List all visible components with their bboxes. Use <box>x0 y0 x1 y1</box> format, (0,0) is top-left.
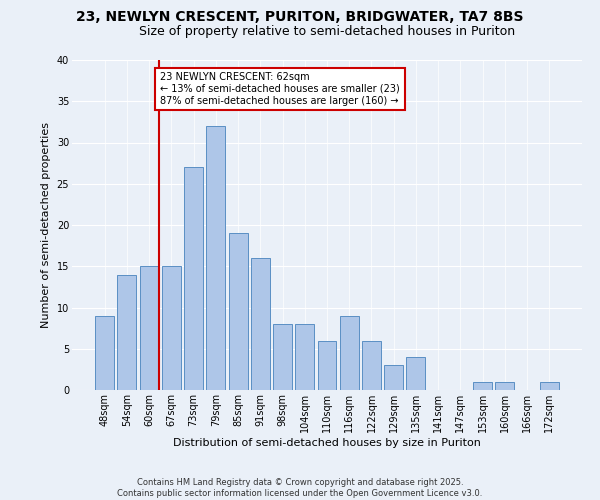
Bar <box>118 274 136 390</box>
Text: 23 NEWLYN CRESCENT: 62sqm
← 13% of semi-detached houses are smaller (23)
87% of : 23 NEWLYN CRESCENT: 62sqm ← 13% of semi-… <box>160 72 400 106</box>
Bar <box>229 233 248 390</box>
Bar <box>295 324 314 390</box>
Bar <box>95 316 114 390</box>
Bar <box>162 266 181 390</box>
Bar <box>384 365 403 390</box>
Title: Size of property relative to semi-detached houses in Puriton: Size of property relative to semi-detach… <box>139 25 515 38</box>
Bar <box>273 324 292 390</box>
Bar <box>184 167 203 390</box>
Bar <box>251 258 270 390</box>
Bar <box>406 357 425 390</box>
Bar <box>473 382 492 390</box>
Bar <box>340 316 359 390</box>
X-axis label: Distribution of semi-detached houses by size in Puriton: Distribution of semi-detached houses by … <box>173 438 481 448</box>
Text: Contains HM Land Registry data © Crown copyright and database right 2025.
Contai: Contains HM Land Registry data © Crown c… <box>118 478 482 498</box>
Bar <box>206 126 225 390</box>
Bar <box>362 340 381 390</box>
Bar <box>140 266 158 390</box>
Bar <box>317 340 337 390</box>
Y-axis label: Number of semi-detached properties: Number of semi-detached properties <box>41 122 51 328</box>
Bar <box>496 382 514 390</box>
Bar <box>540 382 559 390</box>
Text: 23, NEWLYN CRESCENT, PURITON, BRIDGWATER, TA7 8BS: 23, NEWLYN CRESCENT, PURITON, BRIDGWATER… <box>76 10 524 24</box>
